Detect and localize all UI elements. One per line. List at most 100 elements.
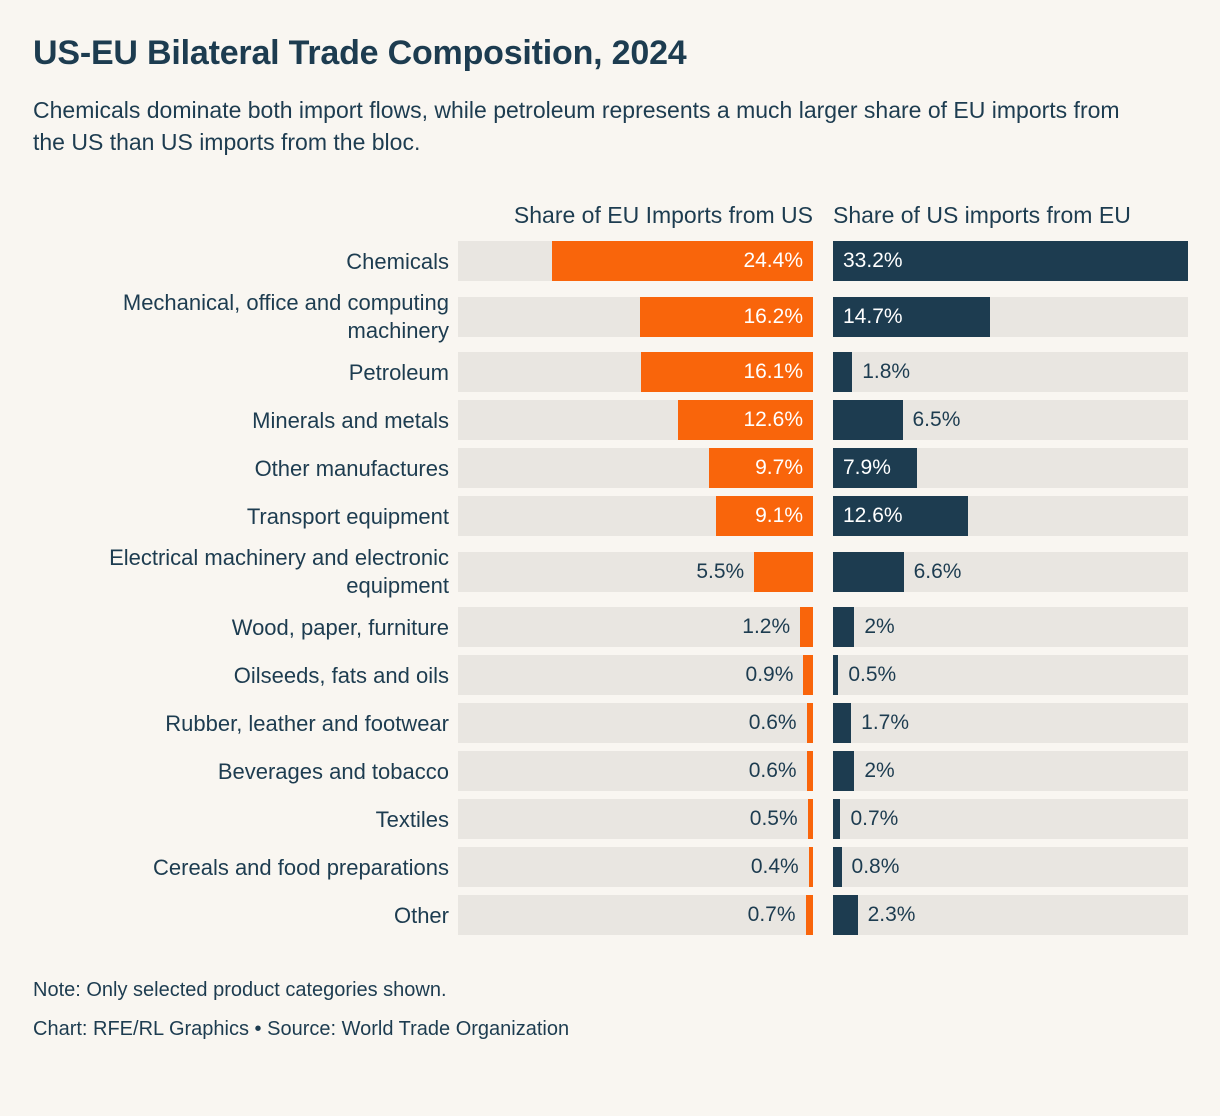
us-imports-bar-track: 14.7% <box>833 296 1188 337</box>
value-label: 0.5% <box>848 663 897 687</box>
chart-row: Petroleum 16.1% 1.8% <box>33 352 1188 393</box>
chart-row: Other 0.7% 2.3% <box>33 895 1188 936</box>
chart-row: Textiles 0.5% 0.7% <box>33 799 1188 840</box>
value-label: 0.7% <box>747 903 796 927</box>
value-label: 9.7% <box>755 456 803 480</box>
value-label: 6.6% <box>913 559 962 583</box>
us-imports-bar <box>833 551 904 592</box>
eu-imports-bar-track: 0.9% <box>458 655 813 696</box>
eu-imports-bar-track: 5.5% <box>458 551 813 592</box>
us-imports-bar <box>833 799 841 840</box>
eu-imports-bar-track: 16.2% <box>458 296 813 337</box>
eu-imports-bar <box>803 655 813 696</box>
chart-row: Transport equipment 9.1% 12.6% <box>33 496 1188 537</box>
eu-imports-bar-track: 0.4% <box>458 847 813 888</box>
eu-imports-bar-track: 24.4% <box>458 241 813 282</box>
chart-title: US-EU Bilateral Trade Composition, 2024 <box>33 34 687 72</box>
us-imports-bar <box>833 655 839 696</box>
value-label: 2% <box>864 615 895 639</box>
chart-row: Beverages and tobacco 0.6% 2% <box>33 751 1188 792</box>
us-imports-bar-track: 6.6% <box>833 551 1188 592</box>
eu-imports-bar <box>552 241 813 282</box>
eu-imports-bar <box>715 496 813 537</box>
eu-imports-bar <box>806 751 813 792</box>
us-imports-bar <box>833 352 853 393</box>
us-imports-bar-track: 0.5% <box>833 655 1188 696</box>
eu-imports-bar <box>678 400 813 441</box>
category-label: Other <box>393 902 449 928</box>
eu-imports-bar-track: 0.6% <box>458 703 813 744</box>
eu-imports-bar <box>808 847 813 888</box>
us-imports-bar-track: 1.7% <box>833 703 1188 744</box>
value-label: 0.5% <box>749 807 798 831</box>
eu-imports-bar <box>805 895 813 936</box>
us-imports-bar-track: 0.7% <box>833 799 1188 840</box>
value-label: 0.6% <box>748 759 797 783</box>
category-label: Petroleum <box>348 359 449 385</box>
eu-imports-bar-track: 0.6% <box>458 751 813 792</box>
eu-imports-bar-track: 9.7% <box>458 448 813 489</box>
value-label: 16.2% <box>743 304 803 328</box>
us-imports-bar <box>833 751 855 792</box>
us-imports-bar-track: 1.8% <box>833 352 1188 393</box>
value-label: 0.6% <box>748 711 797 735</box>
chart-row: Other manufactures 9.7% 7.9% <box>33 448 1188 489</box>
eu-imports-bar-track: 1.2% <box>458 607 813 648</box>
us-imports-bar <box>833 241 1188 282</box>
chart-rows: Chemicals 24.4% 33.2% Mechanical, office an… <box>33 241 1188 936</box>
value-label: 5.5% <box>696 559 745 583</box>
chart-credit: Chart: RFE/RL Graphics • Source: World T… <box>33 1018 570 1041</box>
chart-row: Mechanical, office and computing machine… <box>33 289 1188 344</box>
category-label: Textiles <box>375 806 449 832</box>
value-label: 6.5% <box>912 408 961 432</box>
eu-imports-bar <box>754 551 813 592</box>
eu-imports-bar-track: 12.6% <box>458 400 813 441</box>
category-label: Electrical machinery and electronic equi… <box>109 545 449 598</box>
value-label: 12.6% <box>843 504 903 528</box>
chart-row: Wood, paper, furniture 1.2% 2% <box>33 607 1188 648</box>
us-imports-bar-track: 7.9% <box>833 448 1188 489</box>
value-label: 24.4% <box>743 249 803 273</box>
chart-row: Oilseeds, fats and oils 0.9% 0.5% <box>33 655 1188 696</box>
right-column-header: Share of US imports from EU <box>833 202 1131 229</box>
value-label: 12.6% <box>743 408 803 432</box>
us-imports-bar-track: 2% <box>833 751 1188 792</box>
eu-imports-bar-track: 16.1% <box>458 352 813 393</box>
chart-row: Minerals and metals 12.6% 6.5% <box>33 400 1188 441</box>
category-label: Rubber, leather and footwear <box>165 710 449 736</box>
us-imports-bar-track: 2% <box>833 607 1188 648</box>
us-imports-bar <box>833 895 858 936</box>
us-imports-bar-track: 33.2% <box>833 241 1188 282</box>
category-label: Transport equipment <box>246 503 449 529</box>
category-label: Wood, paper, furniture <box>231 614 449 640</box>
eu-imports-bar <box>640 352 813 393</box>
value-label: 2.3% <box>867 903 916 927</box>
chart-subtitle: Chemicals dominate both import flows, wh… <box>33 97 1120 155</box>
left-column-header: Share of EU Imports from US <box>513 202 813 229</box>
eu-imports-bar <box>639 296 813 337</box>
value-label: 0.7% <box>850 807 899 831</box>
value-label: 0.4% <box>750 855 799 879</box>
chart-row: Rubber, leather and footwear 0.6% 1.7% <box>33 703 1188 744</box>
us-imports-bar <box>833 607 855 648</box>
chart-row: Electrical machinery and electronic equi… <box>33 544 1188 599</box>
category-label: Chemicals <box>346 248 449 274</box>
value-label: 1.8% <box>862 360 911 384</box>
us-imports-bar <box>833 847 842 888</box>
value-label: 0.8% <box>851 855 900 879</box>
value-label: 33.2% <box>843 249 903 273</box>
value-label: 16.1% <box>743 360 803 384</box>
us-imports-bar <box>833 296 991 337</box>
eu-imports-bar <box>709 448 813 489</box>
category-label: Oilseeds, fats and oils <box>233 662 449 688</box>
value-label: 2% <box>864 759 895 783</box>
us-imports-bar-track: 0.8% <box>833 847 1188 888</box>
category-label: Minerals and metals <box>252 407 449 433</box>
us-imports-bar <box>833 496 968 537</box>
column-headers: Share of EU Imports from US Share of US … <box>33 202 1188 229</box>
chart-note: Note: Only selected product categories s… <box>33 979 447 1002</box>
us-imports-bar-track: 6.5% <box>833 400 1188 441</box>
category-label: Cereals and food preparations <box>153 854 449 880</box>
category-label: Mechanical, office and computing machine… <box>122 290 449 343</box>
